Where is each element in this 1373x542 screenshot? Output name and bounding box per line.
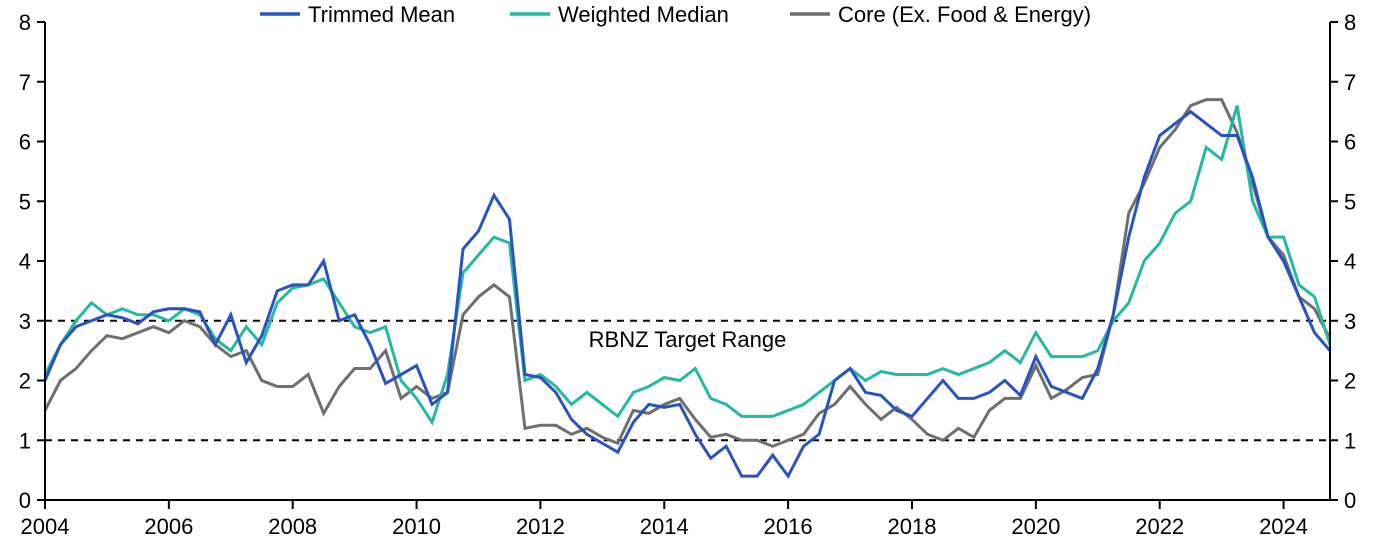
xtick-label: 2012 — [516, 514, 565, 539]
ytick-label-right: 2 — [1344, 369, 1356, 394]
xtick-label: 2024 — [1259, 514, 1308, 539]
ytick-label-left: 7 — [19, 70, 31, 95]
ytick-label-right: 6 — [1344, 130, 1356, 155]
ytick-label-right: 5 — [1344, 189, 1356, 214]
xtick-label: 2018 — [888, 514, 937, 539]
chart-bg — [0, 0, 1373, 542]
inflation-chart: RBNZ Target Range 0 0 1 1 2 2 3 3 4 4 5 5 6 6 7 7 8 8 2004 2… — [0, 0, 1373, 542]
ytick-label-left: 6 — [19, 130, 31, 155]
xtick-label: 2020 — [1011, 514, 1060, 539]
xtick-label: 2016 — [764, 514, 813, 539]
chart-svg: RBNZ Target Range 0 0 1 1 2 2 3 3 4 4 5 5 6 6 7 7 8 8 2004 2… — [0, 0, 1373, 542]
ytick-label-left: 2 — [19, 369, 31, 394]
xtick-label: 2006 — [144, 514, 193, 539]
xtick-label: 2022 — [1135, 514, 1184, 539]
ytick-label-left: 0 — [19, 488, 31, 513]
xtick-label: 2004 — [21, 514, 70, 539]
ytick-label-right: 1 — [1344, 428, 1356, 453]
ytick-label-right: 7 — [1344, 70, 1356, 95]
ytick-label-left: 4 — [19, 249, 31, 274]
ytick-label-right: 4 — [1344, 249, 1356, 274]
xtick-label: 2008 — [268, 514, 317, 539]
ytick-label-left: 5 — [19, 189, 31, 214]
legend-label-trimmed: Trimmed Mean — [308, 2, 455, 27]
ytick-label-right: 8 — [1344, 10, 1356, 35]
target-range-label: RBNZ Target Range — [589, 327, 787, 352]
ytick-label-left: 1 — [19, 428, 31, 453]
xtick-label: 2010 — [392, 514, 441, 539]
legend-label-weighted: Weighted Median — [558, 2, 729, 27]
ytick-label-right: 3 — [1344, 309, 1356, 334]
ytick-label-left: 3 — [19, 309, 31, 334]
xtick-label: 2014 — [640, 514, 689, 539]
ytick-label-left: 8 — [19, 10, 31, 35]
ytick-label-right: 0 — [1344, 488, 1356, 513]
legend-label-core: Core (Ex. Food & Energy) — [838, 2, 1091, 27]
